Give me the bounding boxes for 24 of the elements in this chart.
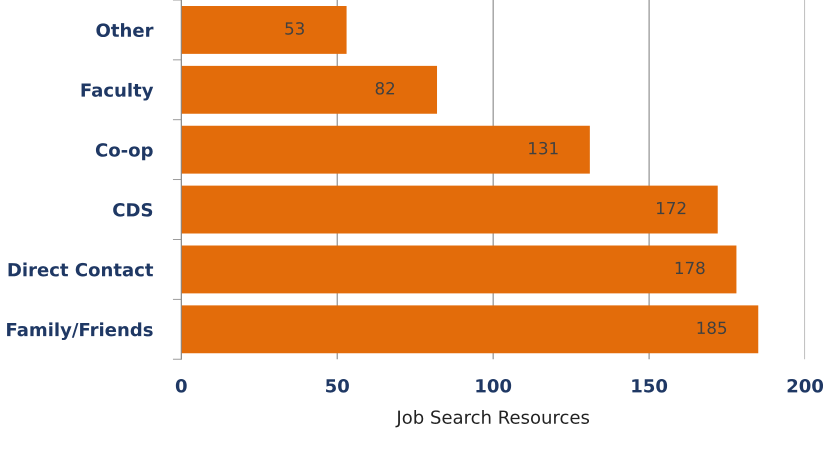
x-tick-label: 0 — [176, 378, 187, 393]
bar — [181, 6, 347, 54]
y-tick-label: Faculty — [82, 82, 154, 101]
bar — [181, 66, 438, 114]
y-tick-label: Co-op — [96, 143, 153, 160]
data-label: 131 — [529, 142, 558, 155]
y-tick-label: CDS — [113, 202, 152, 217]
data-label: 185 — [698, 321, 726, 334]
x-tick-label: 200 — [788, 378, 824, 393]
bar — [181, 245, 736, 294]
y-tick-label: Other — [96, 23, 154, 38]
bar — [181, 126, 590, 174]
x-tick-label: 100 — [476, 378, 512, 393]
bar — [181, 186, 718, 234]
data-label: 53 — [285, 22, 304, 35]
data-label: 172 — [657, 202, 686, 214]
x-tick-label: 50 — [326, 378, 349, 393]
y-tick-label: Family/Friends — [7, 322, 153, 340]
x-tick-label: 150 — [632, 378, 668, 393]
x-axis-title: Job Search Resources — [395, 410, 590, 428]
y-tick-label: Direct Contact — [8, 262, 154, 277]
data-label: 178 — [676, 262, 705, 274]
bar — [181, 305, 758, 354]
data-label: 82 — [376, 82, 394, 95]
